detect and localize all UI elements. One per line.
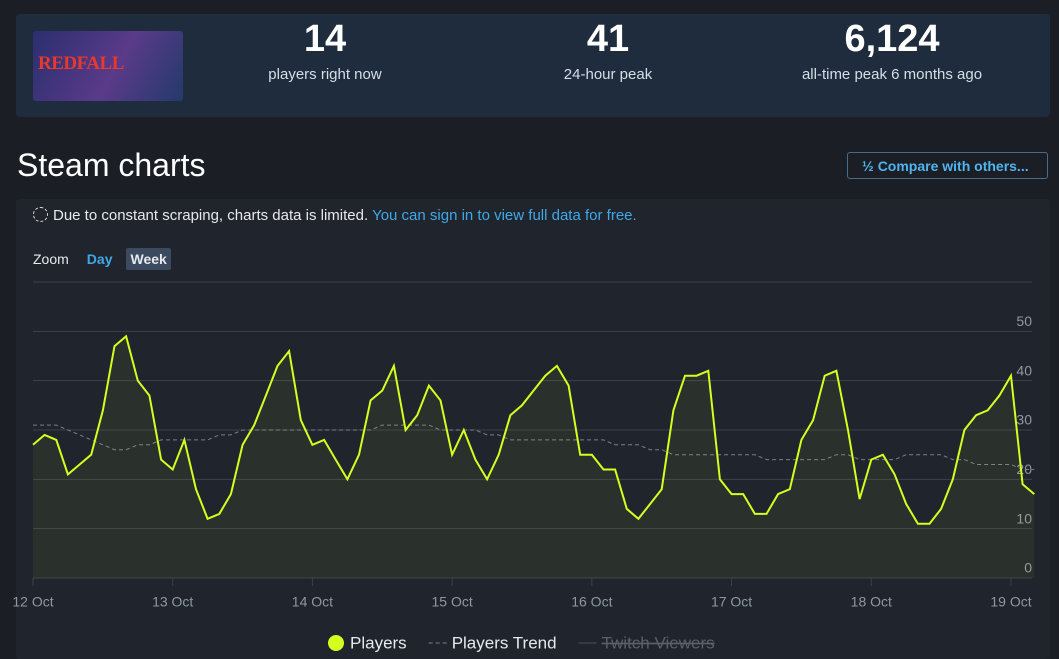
series-line: [32, 334, 1035, 525]
zoom-option[interactable]: Week: [126, 248, 171, 270]
y-tick-label: 0: [1024, 560, 1032, 576]
series-line: [33, 424, 1035, 470]
notice-icon: [33, 207, 48, 222]
x-tick-label: 14 Oct: [292, 594, 333, 610]
stat: 14 players right now: [175, 18, 475, 83]
x-tick-label: 13 Oct: [152, 594, 193, 610]
stat-label: all-time peak 6 months ago: [801, 66, 983, 83]
legend-label[interactable]: Players Trend: [452, 633, 557, 652]
y-tick-label: 10: [1016, 510, 1032, 526]
x-tick-label: 15 Oct: [432, 594, 473, 610]
zoom-option[interactable]: Day: [86, 251, 113, 267]
stat: 41 24-hour peak: [458, 18, 758, 83]
zoom-bar: Zoom Day Week: [33, 248, 171, 270]
x-tick-label: 17 Oct: [711, 594, 752, 610]
notice: Due to constant scraping, charts data is…: [33, 207, 637, 224]
stat-value: 6,124: [844, 18, 940, 60]
legend-symbol: [328, 635, 344, 651]
y-tick-label: 40: [1016, 362, 1032, 378]
legend-label[interactable]: Players: [350, 633, 407, 652]
section-title: Steam charts: [17, 147, 206, 183]
x-tick-label: 18 Oct: [851, 594, 892, 610]
zoom-label: Zoom: [33, 251, 69, 267]
x-tick-label: 16 Oct: [571, 594, 612, 610]
chart-panel: [16, 199, 1050, 659]
game-name: REDFALL: [38, 53, 124, 74]
compare-button[interactable]: ½ Compare with others...: [847, 152, 1048, 179]
stat: 6,124 all-time peak 6 months ago: [742, 18, 1042, 83]
x-tick-label: 19 Oct: [990, 594, 1031, 610]
compare-icon: ½: [862, 158, 874, 174]
legend-label[interactable]: Twitch Viewers: [602, 633, 715, 652]
compare-text: Compare with others...: [877, 158, 1029, 174]
series-area: [33, 336, 1035, 578]
notice-text: Due to constant scraping, charts data is…: [53, 207, 369, 224]
stat-value: 14: [303, 18, 347, 60]
game-logo: REDFALL: [33, 31, 183, 101]
y-tick-label: 50: [1016, 313, 1032, 329]
header: REDFALL: [16, 14, 1050, 117]
stat-label: players right now: [268, 66, 382, 83]
y-tick-label: 30: [1016, 412, 1032, 428]
sign-in-link[interactable]: You can sign in to view full data for fr…: [372, 207, 637, 224]
stat-label: 24-hour peak: [563, 66, 653, 83]
stat-value: 41: [586, 18, 630, 60]
x-tick-label: 12 Oct: [12, 594, 53, 610]
